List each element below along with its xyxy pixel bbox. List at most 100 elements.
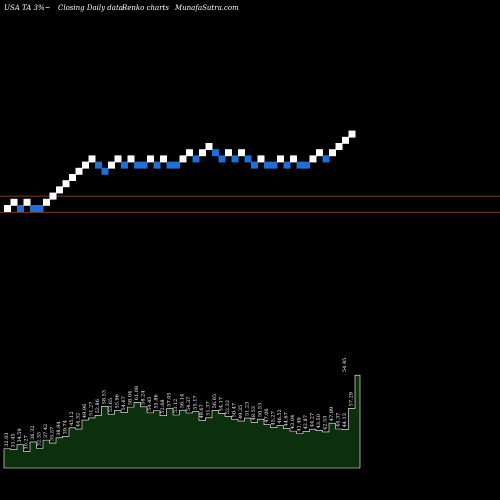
renko-brick-down [218, 155, 226, 163]
volume-label: 51.23 [245, 402, 251, 416]
renko-brick-down [101, 167, 109, 175]
volume-label: 45.27 [271, 411, 277, 425]
volume-label: 45.12 [69, 411, 75, 425]
volume-label: 44.32 [76, 413, 82, 427]
volume-area-path [3, 374, 361, 469]
volume-label: 41.49 [297, 417, 303, 431]
volume-label: 49.96 [82, 404, 88, 418]
renko-brick-down [30, 205, 37, 212]
renko-brick-up [147, 155, 154, 163]
renko-brick-up [348, 130, 356, 138]
header-chart-type: Closing Daily data [58, 4, 123, 12]
volume-label: 32.35 [37, 432, 43, 446]
level-lines [0, 195, 500, 213]
renko-brick-up [160, 155, 167, 163]
volume-label: 56.05 [212, 394, 218, 408]
volume-label: 30.27 [24, 435, 30, 449]
renko-brick-up [238, 149, 245, 157]
volume-label: 44.27 [310, 413, 316, 427]
volume-label: 44.67 [284, 412, 290, 426]
volume-label: 49.35 [238, 405, 244, 419]
volume-label: 38.84 [56, 422, 62, 436]
volume-label: 56.14 [180, 394, 186, 408]
renko-brick-up [316, 149, 323, 157]
volume-label: 52.86 [95, 399, 101, 413]
volume-label: 58.53 [102, 390, 108, 404]
renko-brick-up [342, 136, 349, 144]
renko-brick-up [114, 155, 122, 163]
volume-label: 55.96 [115, 394, 121, 408]
volume-label: 50.53 [258, 403, 264, 417]
volume-label: 54.45 [147, 397, 153, 411]
volume-label: 52.32 [225, 400, 231, 414]
renko-brick-up [49, 192, 57, 200]
renko-brick-down [231, 155, 239, 163]
volume-label: 42.87 [303, 415, 309, 429]
renko-brick-up [205, 143, 213, 150]
renko-brick-up [225, 149, 232, 157]
renko-brick-up [62, 180, 70, 188]
renko-brick-down [270, 161, 278, 169]
renko-brick-up [186, 149, 193, 157]
volume-label: 57.05 [167, 392, 173, 406]
renko-brick-down [95, 161, 102, 169]
volume-label: 35.57 [50, 427, 56, 441]
volume-label: 39.74 [63, 420, 69, 434]
renko-brick-down [264, 161, 271, 169]
renko-brick-up [329, 149, 336, 157]
volume-label: 55.17 [193, 395, 199, 409]
renko-brick-up [75, 167, 83, 175]
renko-brick-up [56, 186, 63, 194]
volume-label: 43.04 [290, 415, 296, 429]
volume-label: 37.42 [43, 424, 49, 438]
renko-brick-down [322, 155, 330, 163]
volume-label: 53.12 [173, 399, 179, 413]
volume-label: 46.52 [277, 409, 283, 423]
renko-brick-up [4, 205, 11, 212]
renko-brick-up [43, 198, 50, 206]
renko-brick-up [179, 155, 187, 163]
renko-brick-up [10, 198, 18, 206]
header-chart-style: Renko charts [121, 4, 169, 12]
renko-brick-down [153, 161, 161, 169]
renko-brick-down [121, 161, 128, 169]
renko-brick-down [192, 155, 200, 163]
renko-brick-down [251, 161, 258, 169]
volume-label: 44.13 [342, 413, 348, 427]
volume-label: 48.53 [251, 406, 257, 420]
volume-label: 42.53 [323, 416, 329, 430]
volume-label: 43.50 [316, 414, 322, 428]
header-brand: MunafaSutra.com [174, 4, 239, 12]
volume-label: 51.27 [89, 402, 95, 416]
header-symbol: USA TA 3%~ [4, 4, 51, 12]
renko-brick-up [335, 143, 343, 150]
volume-label: 53.65 [108, 398, 114, 412]
volume-label: 55.86 [154, 394, 160, 408]
renko-brick-up [88, 155, 96, 163]
volume-label: 47.06 [264, 408, 270, 422]
volume-label: 57.29 [349, 392, 355, 406]
volume-label: 44.37 [336, 413, 342, 427]
renko-brick-up [69, 174, 76, 181]
volume-label: 49.67 [199, 404, 205, 418]
volume-label: 47.99 [329, 407, 335, 421]
renko-brick-down [173, 161, 180, 169]
renko-brick-up [309, 155, 317, 163]
volume-label: 36.32 [30, 426, 36, 440]
volume-label: 54.37 [186, 397, 192, 411]
volume-label: 58.04 [128, 391, 134, 405]
renko-bricks [4, 130, 356, 212]
renko-brick-down [36, 205, 44, 212]
volume-label: 34.59 [17, 428, 23, 442]
renko-brick-down [283, 161, 291, 169]
renko-brick-up [277, 155, 284, 163]
renko-brick-up [257, 155, 265, 163]
renko-brick-down [244, 155, 252, 163]
renko-brick-down [303, 161, 310, 169]
renko-brick-down [134, 161, 141, 169]
volume-area [3, 374, 361, 469]
renko-brick-up [23, 198, 31, 206]
renko-brick-up [290, 155, 297, 163]
